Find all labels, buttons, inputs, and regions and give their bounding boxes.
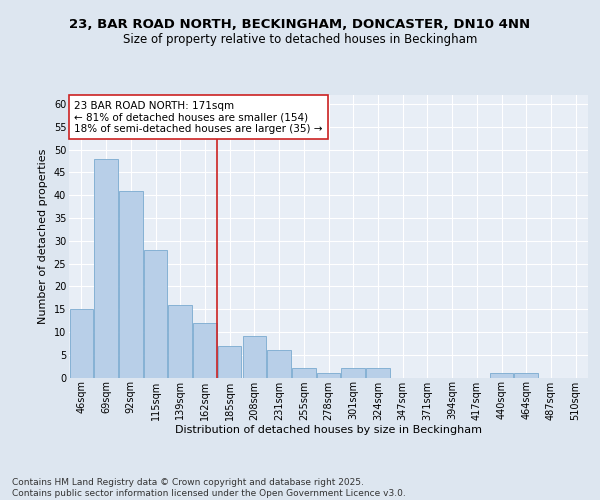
Text: Size of property relative to detached houses in Beckingham: Size of property relative to detached ho… bbox=[123, 32, 477, 46]
Bar bbox=[317, 373, 340, 378]
Bar bbox=[193, 323, 217, 378]
Bar bbox=[268, 350, 291, 378]
Bar bbox=[366, 368, 389, 378]
X-axis label: Distribution of detached houses by size in Beckingham: Distribution of detached houses by size … bbox=[175, 426, 482, 436]
Bar bbox=[341, 368, 365, 378]
Text: Contains HM Land Registry data © Crown copyright and database right 2025.
Contai: Contains HM Land Registry data © Crown c… bbox=[12, 478, 406, 498]
Bar bbox=[94, 159, 118, 378]
Bar bbox=[292, 368, 316, 378]
Bar bbox=[144, 250, 167, 378]
Bar bbox=[242, 336, 266, 378]
Y-axis label: Number of detached properties: Number of detached properties bbox=[38, 148, 48, 324]
Bar bbox=[514, 373, 538, 378]
Text: 23 BAR ROAD NORTH: 171sqm
← 81% of detached houses are smaller (154)
18% of semi: 23 BAR ROAD NORTH: 171sqm ← 81% of detac… bbox=[74, 100, 323, 134]
Bar bbox=[218, 346, 241, 378]
Bar bbox=[169, 304, 192, 378]
Text: 23, BAR ROAD NORTH, BECKINGHAM, DONCASTER, DN10 4NN: 23, BAR ROAD NORTH, BECKINGHAM, DONCASTE… bbox=[70, 18, 530, 30]
Bar bbox=[70, 309, 93, 378]
Bar bbox=[119, 190, 143, 378]
Bar bbox=[490, 373, 513, 378]
